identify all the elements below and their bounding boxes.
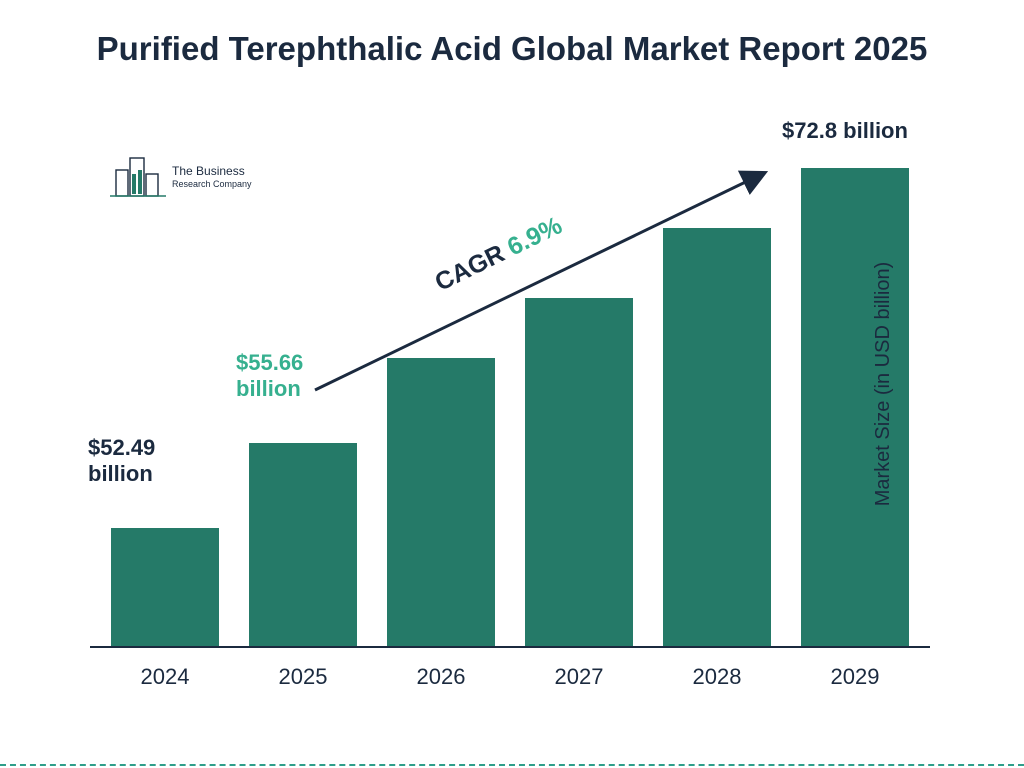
bar-2026 — [387, 358, 495, 648]
xlabel-2027: 2027 — [510, 664, 648, 690]
bar-2027 — [525, 298, 633, 648]
chart-area: 202420252026202720282029 — [90, 130, 930, 690]
xlabel-2029: 2029 — [786, 664, 924, 690]
value-2025-line2: billion — [236, 376, 303, 402]
bar-2025 — [249, 443, 357, 648]
x-axis-labels: 202420252026202720282029 — [90, 664, 930, 690]
xlabel-2026: 2026 — [372, 664, 510, 690]
bars-container — [90, 150, 930, 648]
bar-col-2026 — [372, 150, 510, 648]
bar-2024 — [111, 528, 219, 648]
xlabel-2024: 2024 — [96, 664, 234, 690]
chart-title: Purified Terephthalic Acid Global Market… — [0, 28, 1024, 69]
xlabel-2028: 2028 — [648, 664, 786, 690]
value-2024-line2: billion — [88, 461, 155, 487]
value-2024-line1: $52.49 — [88, 435, 155, 461]
bar-col-2029 — [786, 150, 924, 648]
bar-col-2028 — [648, 150, 786, 648]
x-axis-line — [90, 646, 930, 648]
xlabel-2025: 2025 — [234, 664, 372, 690]
bottom-dashed-divider — [0, 764, 1024, 766]
value-label-2024: $52.49 billion — [88, 435, 155, 488]
bar-col-2024 — [96, 150, 234, 648]
y-axis-label: Market Size (in USD billion) — [872, 262, 895, 507]
bar-2028 — [663, 228, 771, 648]
value-label-2025: $55.66 billion — [236, 350, 303, 403]
value-2029-text: $72.8 billion — [782, 118, 908, 143]
value-label-2029: $72.8 billion — [782, 118, 908, 144]
value-2025-line1: $55.66 — [236, 350, 303, 376]
